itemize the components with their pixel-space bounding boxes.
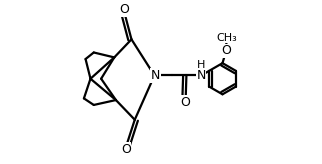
Text: O: O <box>221 44 231 57</box>
Text: O: O <box>119 3 129 16</box>
Text: N: N <box>196 69 206 82</box>
Text: N: N <box>151 69 160 82</box>
Text: O: O <box>181 96 191 109</box>
Text: O: O <box>121 143 131 156</box>
Text: H: H <box>197 60 205 70</box>
Text: CH₃: CH₃ <box>216 33 237 43</box>
